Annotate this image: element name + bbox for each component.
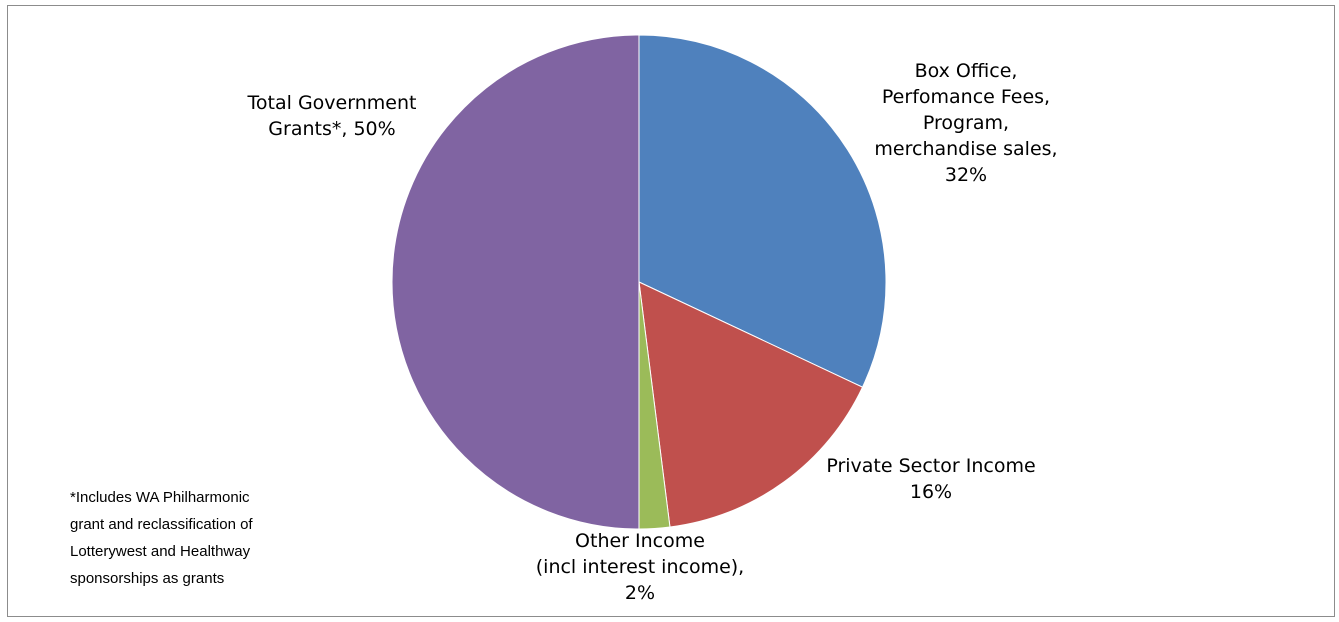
slice-label-line: Perfomance Fees, <box>881 86 1051 108</box>
slice-label-line: 2% <box>624 582 656 604</box>
pie-slice-government-grants <box>391 34 640 530</box>
slice-label-line: (incl interest income), <box>535 556 745 578</box>
footnote-line: sponsorships as grants <box>70 570 225 587</box>
slice-label-line: Total Government <box>247 92 417 114</box>
slice-label-line: Program, <box>922 112 1010 134</box>
footnote-line: grant and reclassification of <box>70 516 253 533</box>
slice-label-line: Private Sector Income <box>826 455 1036 477</box>
slice-label-government-grants: Total Government Grants*, 50% <box>222 90 442 142</box>
pie-slice-box-office <box>638 34 887 388</box>
footnote: *Includes WA Philharmonic grant and recl… <box>70 484 253 592</box>
slice-label-line: Other Income <box>575 530 705 552</box>
slice-label-line: Grants*, 50% <box>268 118 396 140</box>
slice-label-other-income: Other Income (incl interest income), 2% <box>520 528 760 606</box>
slice-label-line: 16% <box>909 481 953 503</box>
slice-label-private-sector: Private Sector Income 16% <box>816 453 1046 505</box>
slice-label-box-office: Box Office, Perfomance Fees, Program, me… <box>856 58 1076 188</box>
slice-label-line: merchandise sales, <box>874 138 1058 160</box>
footnote-line: *Includes WA Philharmonic <box>70 489 250 506</box>
slice-label-line: Box Office, <box>914 60 1018 82</box>
slice-label-line: 32% <box>944 164 988 186</box>
footnote-line: Lotterywest and Healthway <box>70 543 251 560</box>
pie-slice-private-sector <box>638 281 864 528</box>
